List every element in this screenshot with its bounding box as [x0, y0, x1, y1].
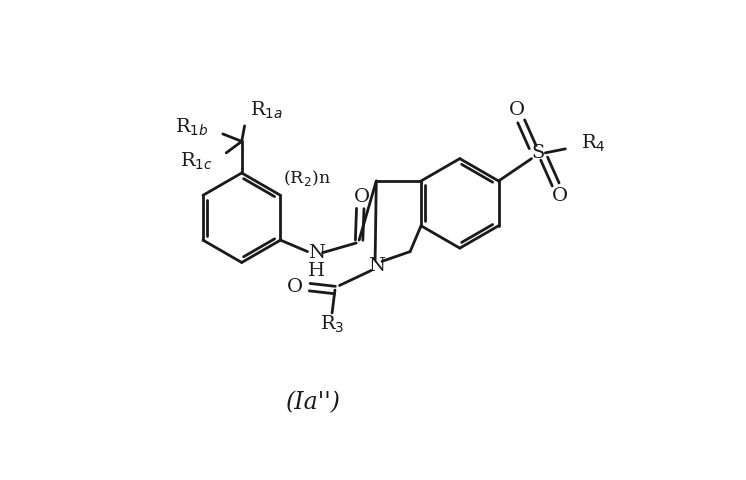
- Text: R$_{1b}$: R$_{1b}$: [175, 117, 208, 138]
- Text: H: H: [307, 262, 325, 280]
- Text: N: N: [307, 244, 325, 262]
- Text: N: N: [368, 257, 385, 275]
- Text: R$_{1c}$: R$_{1c}$: [180, 151, 213, 172]
- Text: O: O: [354, 188, 370, 206]
- Text: R$_{1a}$: R$_{1a}$: [251, 100, 283, 121]
- Text: (Ia''): (Ia''): [286, 392, 341, 415]
- Text: S: S: [532, 144, 545, 162]
- Text: (R$_2$)n: (R$_2$)n: [283, 168, 331, 188]
- Text: O: O: [552, 187, 568, 205]
- Text: R$_3$: R$_3$: [320, 314, 345, 335]
- Text: R$_4$: R$_4$: [581, 133, 606, 155]
- Text: O: O: [286, 278, 303, 296]
- Text: O: O: [509, 101, 524, 119]
